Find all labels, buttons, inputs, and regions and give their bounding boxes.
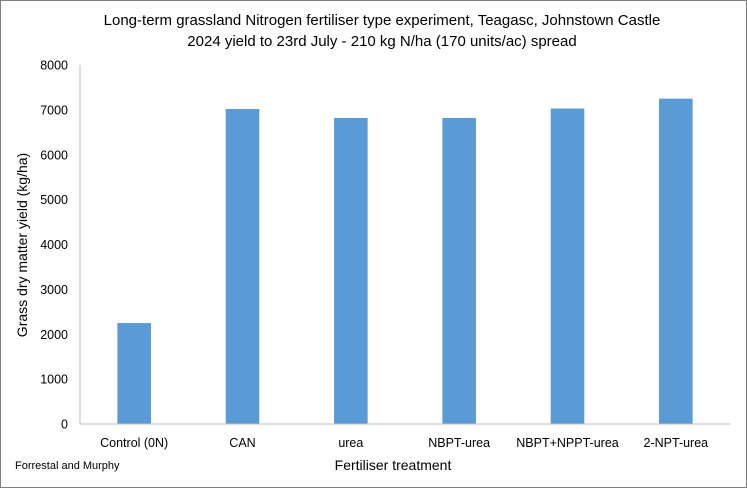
bar [334,117,368,424]
y-axis-label: Grass dry matter yield (kg/ha) [14,153,30,337]
y-tick-label: 6000 [40,148,68,162]
y-tick-label: 0 [61,418,68,432]
x-tick-label: Control (0N) [100,436,168,450]
bar [550,108,585,424]
chart-title: Long-term grassland Nitrogen fertiliser … [104,12,661,29]
bars [117,98,693,424]
y-tick-label: 3000 [40,283,68,297]
bar [442,117,476,424]
bar [225,108,260,424]
y-tick-label: 7000 [40,103,68,117]
bar [117,323,151,424]
x-axis-ticks: Control (0N) CAN urea NBPT-urea NBPT+NPPT-ur… [100,436,708,450]
credit-text: Forrestal and Murphy [15,460,120,472]
y-tick-label: 2000 [40,328,68,342]
y-tick-label: 5000 [40,193,68,207]
chart-subtitle: 2024 yield to 23rd July - 210 kg N/ha (1… [187,33,576,50]
x-tick-label: 2-NPT-urea [644,436,709,450]
x-axis-label: Fertiliser treatment [335,457,452,473]
y-tick-label: 8000 [40,59,68,73]
x-tick-label: NBPT+NPPT-urea [516,436,619,450]
y-tick-label: 4000 [40,238,68,252]
x-tick-label: CAN [229,436,255,450]
bar [659,98,693,424]
x-tick-label: NBPT-urea [428,436,490,450]
y-axis-ticks: 0 1000 2000 3000 4000 5000 6000 7000 8000 [40,59,68,432]
x-tick-label: urea [338,436,363,450]
y-tick-label: 1000 [40,373,68,387]
